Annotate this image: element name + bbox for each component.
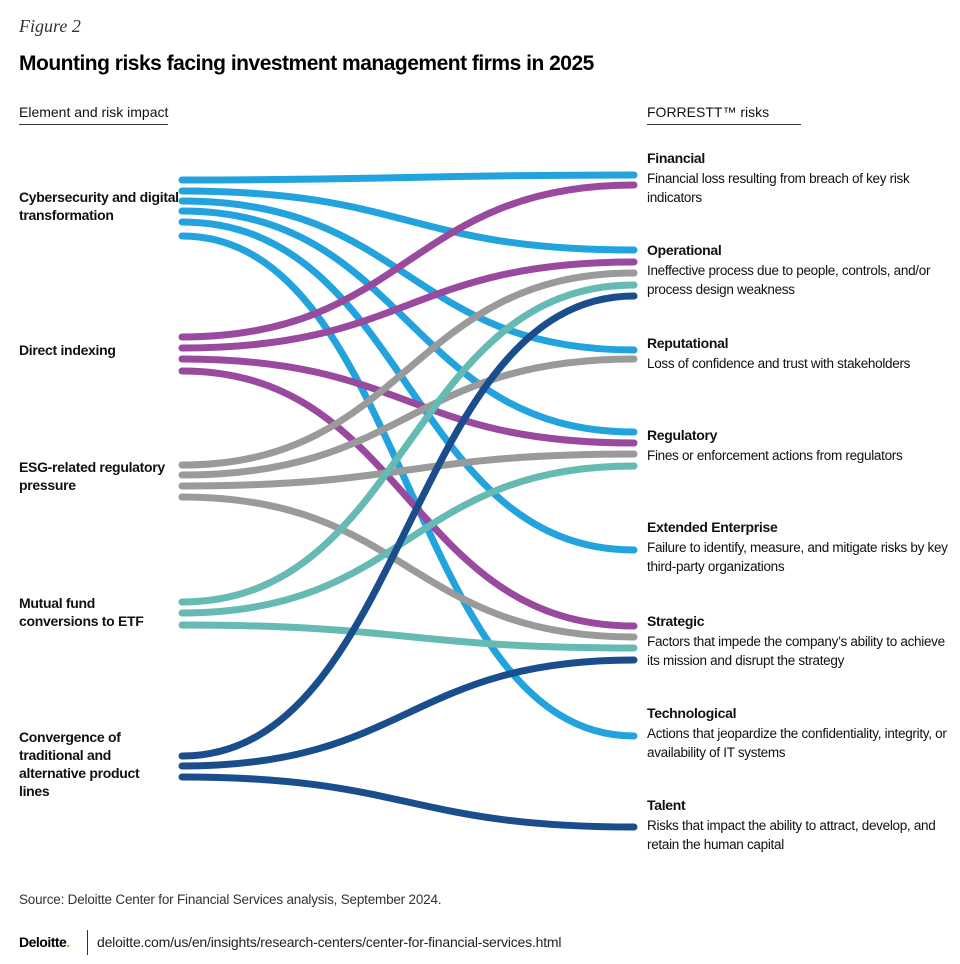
risk-name: Reputational [647,335,729,351]
risk-name: Extended Enterprise [647,519,778,535]
risk-talent: Talent Risks that impact the ability to … [647,796,952,854]
risk-description: Fines or enforcement actions from regula… [647,448,903,463]
flow-esg-to-operational [178,269,638,469]
risk-operational: Operational Ineffective process due to p… [647,241,952,299]
risk-reputational: Reputational Loss of confidence and trus… [647,334,952,373]
deloitte-logo: Deloitte. [19,934,70,950]
footer-url: deloitte.com/us/en/insights/research-cen… [97,934,562,950]
flow-direct-to-strategic [178,367,638,630]
element-label-mutual-fund: Mutual fund conversions to ETF [19,595,144,629]
flow-cyber-to-operational [178,187,638,254]
flow-cyber-to-extended [178,218,638,554]
risk-description: Failure to identify, measure, and mitiga… [647,540,948,574]
risk-name: Financial [647,150,705,166]
risk-name: Regulatory [647,427,718,443]
risk-description: Factors that impede the company’s abilit… [647,634,945,668]
footer-divider [87,930,88,955]
risk-strategic: Strategic Factors that impede the compan… [647,612,952,670]
flow-cyber-to-financial [178,171,638,184]
flow-direct-to-regulatory [178,355,638,447]
risk-technological: Technological Actions that jeopardize th… [647,704,952,762]
flow-cyber-to-reputational [178,197,638,354]
element-label-cybersecurity: Cybersecurity and digital transformation [19,189,179,223]
flow-esg-to-reputational [178,355,638,479]
figure-title: Mounting risks facing investment managem… [19,52,594,75]
risk-description: Financial loss resulting from breach of … [647,171,910,205]
risk-name: Technological [647,705,737,721]
brand-text: Deloitte [19,934,67,950]
risk-regulatory: Regulatory Fines or enforcement actions … [647,426,952,465]
risk-description: Actions that jeopardize the confidential… [647,726,947,760]
flow-convergence-to-strategic [178,656,638,770]
flow-esg-to-regulatory [178,450,638,490]
flow-direct-to-financial [178,181,638,341]
risk-description: Loss of confidence and trust with stakeh… [647,356,911,371]
element-label-esg: ESG-related regulatory pressure [19,459,165,493]
risk-extended-enterprise: Extended Enterprise Failure to identify,… [647,518,952,576]
flow-convergence-to-operational [178,292,638,760]
flow-mutual-to-strategic [178,621,638,652]
flow-convergence-to-talent [178,773,638,831]
element-label-direct-indexing: Direct indexing [19,342,116,358]
risk-name: Talent [647,797,686,813]
source-note: Source: Deloitte Center for Financial Se… [19,892,442,907]
figure-label: Figure 2 [19,16,81,36]
risk-name: Operational [647,242,722,258]
brand-dot: . [66,934,70,950]
risk-description: Risks that impact the ability to attract… [647,818,936,852]
risk-name: Strategic [647,613,705,629]
right-column-header: FORRESTT™ risks [647,104,801,125]
flow-mutual-to-regulatory [178,462,638,617]
left-column-header: Element and risk impact [19,104,169,125]
risk-financial: Financial Financial loss resulting from … [647,149,952,207]
flow-esg-to-strategic [178,493,638,641]
risk-description: Ineffective process due to people, contr… [647,263,931,297]
flow-cyber-to-technological [178,232,638,740]
element-label-convergence: Convergence of traditional and alternati… [19,729,140,799]
flow-mutual-to-operational [178,281,638,606]
flow-direct-to-operational [178,258,638,352]
flow-cyber-to-regulatory [178,207,638,436]
